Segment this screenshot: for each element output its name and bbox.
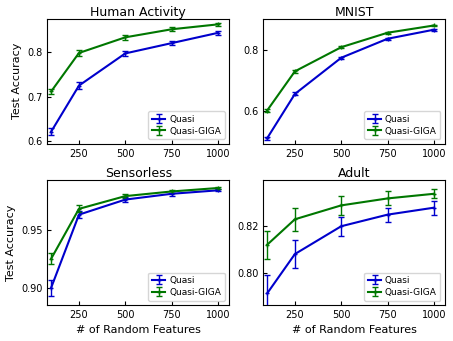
Title: Adult: Adult [338,167,371,180]
Title: MNIST: MNIST [334,5,374,18]
X-axis label: # of Random Features: # of Random Features [292,325,417,336]
Legend: Quasi, Quasi-GIGA: Quasi, Quasi-GIGA [148,111,225,139]
Legend: Quasi, Quasi-GIGA: Quasi, Quasi-GIGA [364,272,440,300]
Y-axis label: Test Accuracy: Test Accuracy [5,204,15,281]
X-axis label: # of Random Features: # of Random Features [76,325,201,336]
Legend: Quasi, Quasi-GIGA: Quasi, Quasi-GIGA [148,272,225,300]
Legend: Quasi, Quasi-GIGA: Quasi, Quasi-GIGA [364,111,440,139]
Y-axis label: Test Accuracy: Test Accuracy [12,43,22,119]
Title: Human Activity: Human Activity [90,5,186,18]
Title: Sensorless: Sensorless [105,167,172,180]
